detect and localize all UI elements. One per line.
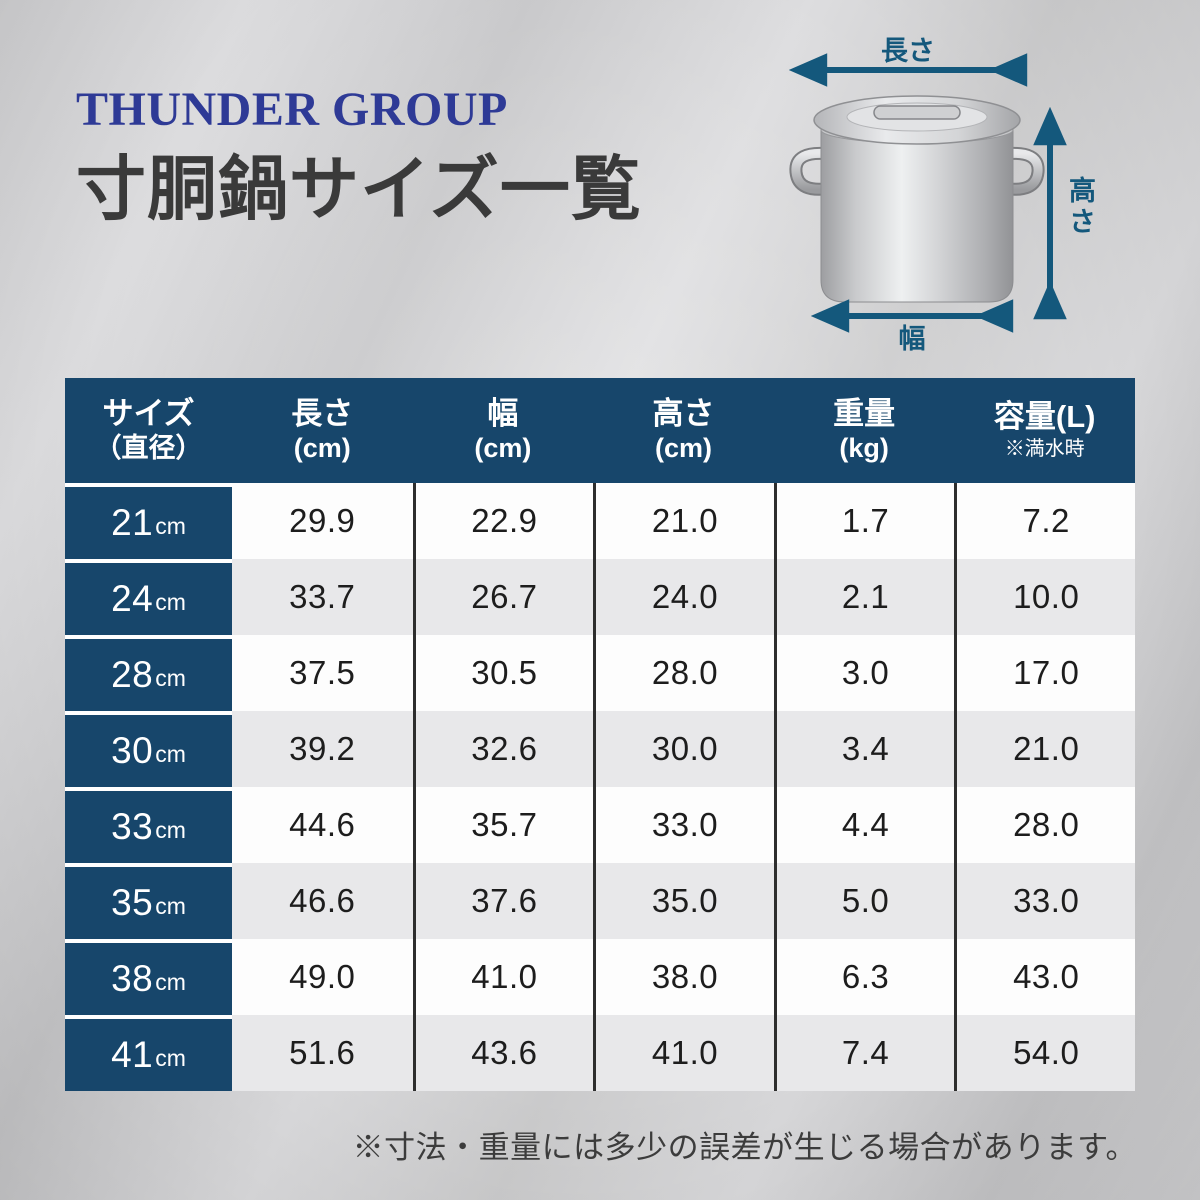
size-cell: 21 cm	[65, 483, 232, 559]
weight-cell: 7.4	[773, 1015, 955, 1091]
table-row: 28 cm 37.5 30.5 28.0 3.0 17.0	[65, 635, 1135, 711]
height-cell: 38.0	[593, 939, 774, 1015]
capacity-cell: 28.0	[954, 787, 1135, 863]
height-cell: 21.0	[593, 483, 774, 559]
width-cell: 32.6	[412, 711, 594, 787]
title-block: THUNDER GROUP 寸胴鍋サイズ一覧	[76, 86, 642, 226]
header-height: 高さ (cm)	[652, 396, 715, 463]
table-row: 35 cm 46.6 37.6 35.0 5.0 33.0	[65, 863, 1135, 939]
width-cell: 41.0	[412, 939, 594, 1015]
length-cell: 49.0	[289, 958, 356, 995]
weight-cell: 1.7	[773, 483, 955, 559]
footnote: ※寸法・重量には多少の誤差が生じる場合があります。	[352, 1130, 1137, 1165]
height-cell: 33.0	[593, 787, 774, 863]
length-cell: 51.6	[289, 1034, 356, 1071]
size-cell: 41 cm	[65, 1015, 232, 1091]
table-row: 38 cm 49.0 41.0 38.0 6.3 43.0	[65, 939, 1135, 1015]
table-row: 24 cm 33.7 26.7 24.0 2.1 10.0	[65, 559, 1135, 635]
height-cell: 24.0	[593, 559, 774, 635]
capacity-cell: 21.0	[954, 711, 1135, 787]
height-cell: 30.0	[593, 711, 774, 787]
header-size: サイズ （直径）	[94, 396, 203, 463]
size-cell: 28 cm	[65, 635, 232, 711]
table-row: 41 cm 51.6 43.6 41.0 7.4 54.0	[65, 1015, 1135, 1091]
length-cell: 29.9	[289, 502, 356, 539]
length-cell: 37.5	[289, 654, 356, 691]
height-dimension-label: 高さ	[1065, 176, 1095, 238]
weight-cell: 3.0	[773, 635, 955, 711]
width-cell: 26.7	[412, 559, 594, 635]
weight-cell: 4.4	[773, 787, 955, 863]
stockpot-image	[788, 53, 1067, 333]
width-cell: 35.7	[412, 787, 594, 863]
size-cell: 30 cm	[65, 711, 232, 787]
header-width: 幅 (cm)	[474, 396, 532, 463]
header-capacity: 容量(L) ※満水時	[993, 398, 1096, 461]
table-row: 21 cm 29.9 22.9 21.0 1.7 7.2	[65, 483, 1135, 559]
weight-cell: 6.3	[773, 939, 955, 1015]
height-cell: 41.0	[593, 1015, 774, 1091]
width-cell: 22.9	[412, 483, 594, 559]
header-weight: 重量 (kg)	[833, 396, 896, 463]
size-cell: 33 cm	[65, 787, 232, 863]
size-table: サイズ （直径） 長さ (cm) 幅 (cm) 高さ (cm) 重量 (kg) …	[65, 378, 1135, 1091]
capacity-cell: 33.0	[954, 863, 1135, 939]
weight-cell: 5.0	[773, 863, 955, 939]
length-cell: 46.6	[289, 882, 356, 919]
pot-body	[820, 129, 1014, 303]
size-cell: 24 cm	[65, 559, 232, 635]
capacity-cell: 17.0	[954, 635, 1135, 711]
size-cell: 38 cm	[65, 939, 232, 1015]
length-cell: 44.6	[289, 806, 356, 843]
brand-title: THUNDER GROUP	[76, 83, 508, 136]
width-cell: 43.6	[412, 1015, 594, 1091]
width-dimension-label: 幅	[898, 324, 926, 354]
weight-cell: 3.4	[773, 711, 955, 787]
height-cell: 28.0	[593, 635, 774, 711]
height-cell: 35.0	[593, 863, 774, 939]
page-title: 寸胴鍋サイズ一覧	[76, 152, 642, 229]
table-row: 30 cm 39.2 32.6 30.0 3.4 21.0	[65, 711, 1135, 787]
length-cell: 39.2	[289, 730, 356, 767]
table-header: サイズ （直径） 長さ (cm) 幅 (cm) 高さ (cm) 重量 (kg) …	[65, 378, 1135, 483]
capacity-cell: 7.2	[954, 483, 1135, 559]
stockpot-diagram: 長さ 高さ 幅	[778, 24, 1126, 362]
table-row: 33 cm 44.6 35.7 33.0 4.4 28.0	[65, 787, 1135, 863]
pot-lid-handle	[873, 105, 961, 120]
capacity-cell: 10.0	[954, 559, 1135, 635]
width-cell: 30.5	[412, 635, 594, 711]
length-cell: 33.7	[289, 578, 356, 615]
header-length: 長さ (cm)	[291, 396, 354, 463]
size-cell: 35 cm	[65, 863, 232, 939]
width-cell: 37.6	[412, 863, 594, 939]
weight-cell: 2.1	[773, 559, 955, 635]
capacity-cell: 54.0	[954, 1015, 1135, 1091]
length-dimension-label: 長さ	[881, 36, 935, 66]
capacity-cell: 43.0	[954, 939, 1135, 1015]
table-body: 21 cm 29.9 22.9 21.0 1.7 7.2 24 cm 33.7 26…	[65, 483, 1135, 1091]
